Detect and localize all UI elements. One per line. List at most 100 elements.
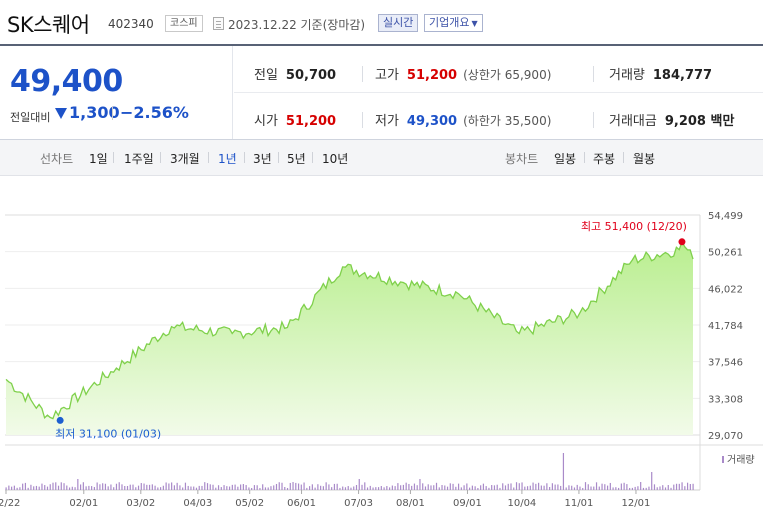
max-marker <box>678 238 686 246</box>
period-3m[interactable]: 3개월 <box>170 152 200 166</box>
x-tick-label: 07/03 <box>344 498 373 509</box>
volume-bar <box>405 482 407 490</box>
volume-bar <box>264 487 267 490</box>
x-tick-label: 09/01 <box>453 498 482 509</box>
volume-bar <box>640 482 642 490</box>
volume-bar <box>11 486 13 490</box>
volume-bar <box>256 485 258 490</box>
period-5y[interactable]: 5년 <box>287 152 306 166</box>
volume-bar <box>686 482 689 490</box>
volume-bar <box>113 487 115 490</box>
volume-bar <box>364 482 366 490</box>
volume-bar <box>22 483 24 490</box>
volume-bar <box>444 485 446 490</box>
stat-prev-close: 전일 50,700 <box>254 64 336 83</box>
period-1w[interactable]: 1주일 <box>124 152 154 166</box>
volume-bar <box>96 482 98 490</box>
volume-bar <box>568 485 570 490</box>
divider <box>278 152 279 163</box>
company-info-label: 기업개요 <box>429 16 470 29</box>
volume-bar <box>16 487 18 490</box>
volume-bar <box>297 483 300 490</box>
volume-bar <box>620 483 622 490</box>
volume-bar <box>521 482 523 490</box>
x-tick-label: 06/01 <box>287 498 316 509</box>
stat-value: 49,300 <box>406 114 458 129</box>
volume-bar <box>24 482 27 490</box>
volume-bar <box>422 483 424 490</box>
volume-bar <box>333 483 336 490</box>
current-price: 49,400 <box>10 64 123 99</box>
volume-bar <box>146 484 148 490</box>
volume-bar <box>455 486 457 490</box>
volume-bar <box>162 485 164 490</box>
volume-bar <box>532 482 534 490</box>
company-info-button[interactable]: 기업개요 ▼ <box>424 14 483 32</box>
volume-bar <box>259 487 261 490</box>
min-label: 최저 31,100 (01/03) <box>55 427 161 440</box>
volume-bar <box>502 483 504 490</box>
divider <box>208 152 209 163</box>
volume-bar <box>515 482 518 490</box>
period-1d[interactable]: 1일 <box>89 152 108 166</box>
stat-label: 고가 <box>375 68 399 83</box>
volume-bar <box>228 486 231 490</box>
volume-bar <box>66 485 68 490</box>
volume-bar <box>339 487 341 490</box>
volume-bar <box>99 484 101 490</box>
y-tick-label: 50,261 <box>708 248 743 259</box>
volume-bar <box>320 485 322 490</box>
volume-bar <box>408 483 410 490</box>
period-10y[interactable]: 10년 <box>322 152 349 166</box>
volume-bar <box>560 485 562 490</box>
volume-bar <box>251 487 253 490</box>
period-1y[interactable]: 1년 <box>218 152 237 166</box>
y-tick-label: 29,070 <box>708 431 743 442</box>
volume-bar <box>540 485 542 490</box>
stat-value: 51,200 <box>285 114 337 129</box>
change-rate: −2.56% <box>120 103 189 122</box>
volume-bar <box>173 485 176 490</box>
volume-bar <box>469 487 471 490</box>
volume-bar <box>193 486 195 490</box>
divider <box>623 152 624 163</box>
candle-monthly[interactable]: 월봉 <box>633 152 656 166</box>
realtime-button[interactable]: 실시간 <box>378 14 419 32</box>
divider <box>362 112 363 128</box>
chart-annotations: 최고 51,400 (12/20) 최저 31,100 (01/03) <box>55 220 687 441</box>
price-chart[interactable]: 54,499 50,261 46,022 41,784 37,546 33,308 29,0… <box>0 205 763 528</box>
volume-bar <box>595 482 598 490</box>
stat-sub: (상한가 65,900) <box>463 68 552 82</box>
volume-bar <box>626 484 628 490</box>
current-price-panel: 49,400 전일대비 1,300 −2.56% <box>0 46 233 139</box>
volume-bar <box>670 487 672 490</box>
volume-bar <box>380 486 382 490</box>
volume-bar <box>137 485 140 490</box>
volume-bar <box>438 487 440 490</box>
volume-bar <box>179 485 181 490</box>
volume-bar <box>358 479 360 490</box>
volume-bar <box>60 482 62 490</box>
volume-bar <box>30 484 32 490</box>
volume-bar <box>52 482 54 490</box>
volume-bar <box>88 485 90 490</box>
volume-bar <box>593 486 595 490</box>
period-3y[interactable]: 3년 <box>253 152 272 166</box>
x-tick-label: 08/01 <box>396 498 425 509</box>
volume-bar <box>402 484 405 490</box>
candle-daily[interactable]: 일봉 <box>554 152 577 166</box>
volume-bar <box>615 487 617 490</box>
volume-bar <box>118 482 120 490</box>
volume-bar <box>565 487 567 490</box>
volume-bar <box>584 482 587 490</box>
candle-weekly[interactable]: 주봉 <box>593 152 616 166</box>
volume-bar <box>590 486 592 490</box>
x-tick-label: 11/01 <box>565 498 594 509</box>
volume-bar <box>430 485 432 490</box>
volume-bar <box>411 485 413 490</box>
divider <box>160 152 161 163</box>
volume-bar <box>49 484 51 490</box>
volume-bar <box>546 483 548 490</box>
volume-bar <box>675 483 678 490</box>
volume-bar <box>582 487 584 490</box>
